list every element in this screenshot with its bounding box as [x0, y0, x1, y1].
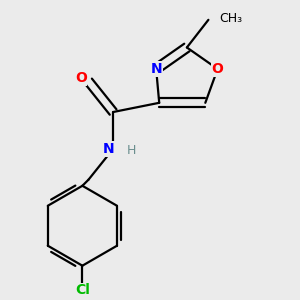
Text: N: N: [103, 142, 114, 156]
Text: CH₃: CH₃: [219, 12, 242, 25]
Text: O: O: [212, 62, 224, 76]
Text: N: N: [150, 62, 162, 76]
Text: O: O: [75, 71, 87, 85]
Text: Cl: Cl: [75, 283, 90, 297]
Text: H: H: [126, 144, 136, 157]
